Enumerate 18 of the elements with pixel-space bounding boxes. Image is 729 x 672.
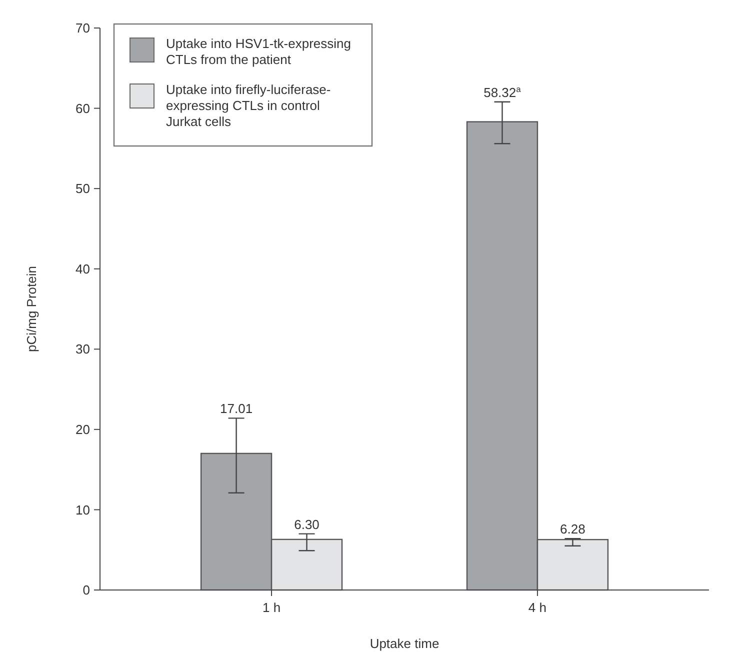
y-tick-label: 10 — [76, 502, 90, 518]
y-tick-label: 60 — [76, 100, 90, 116]
y-tick-label: 70 — [76, 20, 90, 36]
legend-label: Uptake into HSV1-tk-expressing CTLs from the patient — [166, 36, 351, 67]
y-tick-label: 40 — [76, 261, 90, 276]
data-label: 6.28 — [560, 522, 586, 537]
data-label: 6.30 — [294, 516, 320, 532]
legend-label: Uptake into firefly-luciferase-expressing CTLs in control Jurkat cells — [166, 82, 331, 129]
x-axis-title: Uptake time — [370, 636, 440, 651]
x-tick-label: 4 h — [528, 600, 547, 615]
x-tick-label: 1 h — [262, 600, 281, 615]
y-tick-label: 0 — [82, 582, 90, 598]
y-tick-label: 50 — [76, 181, 90, 196]
data-label: 58.32$^{a}$ — [484, 84, 522, 100]
y-axis-title: pCi/mg Protein — [24, 266, 39, 352]
y-tick-label: 20 — [76, 422, 90, 437]
y-tick-label: 30 — [76, 342, 90, 357]
data-label: 17.01 — [220, 401, 253, 416]
